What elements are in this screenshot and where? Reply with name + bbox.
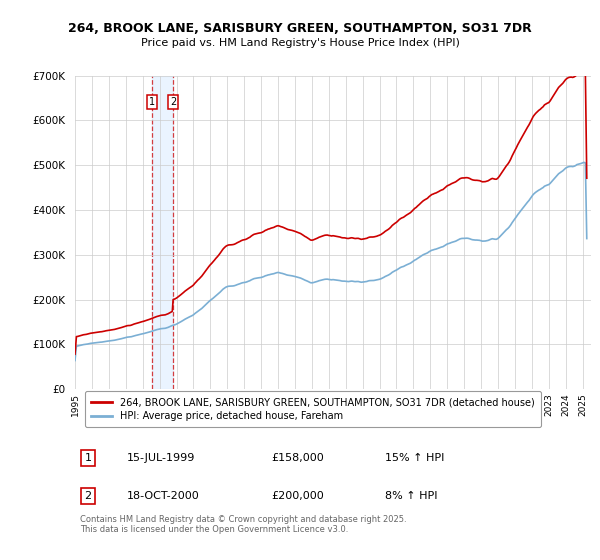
Text: 15% ↑ HPI: 15% ↑ HPI <box>385 453 444 463</box>
Text: Price paid vs. HM Land Registry's House Price Index (HPI): Price paid vs. HM Land Registry's House … <box>140 38 460 48</box>
Text: 2: 2 <box>85 491 91 501</box>
Text: £158,000: £158,000 <box>271 453 324 463</box>
Text: Contains HM Land Registry data © Crown copyright and database right 2025.
This d: Contains HM Land Registry data © Crown c… <box>80 515 407 534</box>
Text: £200,000: £200,000 <box>271 491 324 501</box>
Text: 264, BROOK LANE, SARISBURY GREEN, SOUTHAMPTON, SO31 7DR: 264, BROOK LANE, SARISBURY GREEN, SOUTHA… <box>68 22 532 35</box>
Text: 18-OCT-2000: 18-OCT-2000 <box>127 491 199 501</box>
Text: 2: 2 <box>170 97 176 108</box>
Text: 15-JUL-1999: 15-JUL-1999 <box>127 453 195 463</box>
Legend: 264, BROOK LANE, SARISBURY GREEN, SOUTHAMPTON, SO31 7DR (detached house), HPI: A: 264, BROOK LANE, SARISBURY GREEN, SOUTHA… <box>85 391 541 427</box>
Text: 8% ↑ HPI: 8% ↑ HPI <box>385 491 437 501</box>
Text: 1: 1 <box>149 97 155 108</box>
Bar <box>152 76 173 389</box>
Text: 1: 1 <box>85 453 91 463</box>
